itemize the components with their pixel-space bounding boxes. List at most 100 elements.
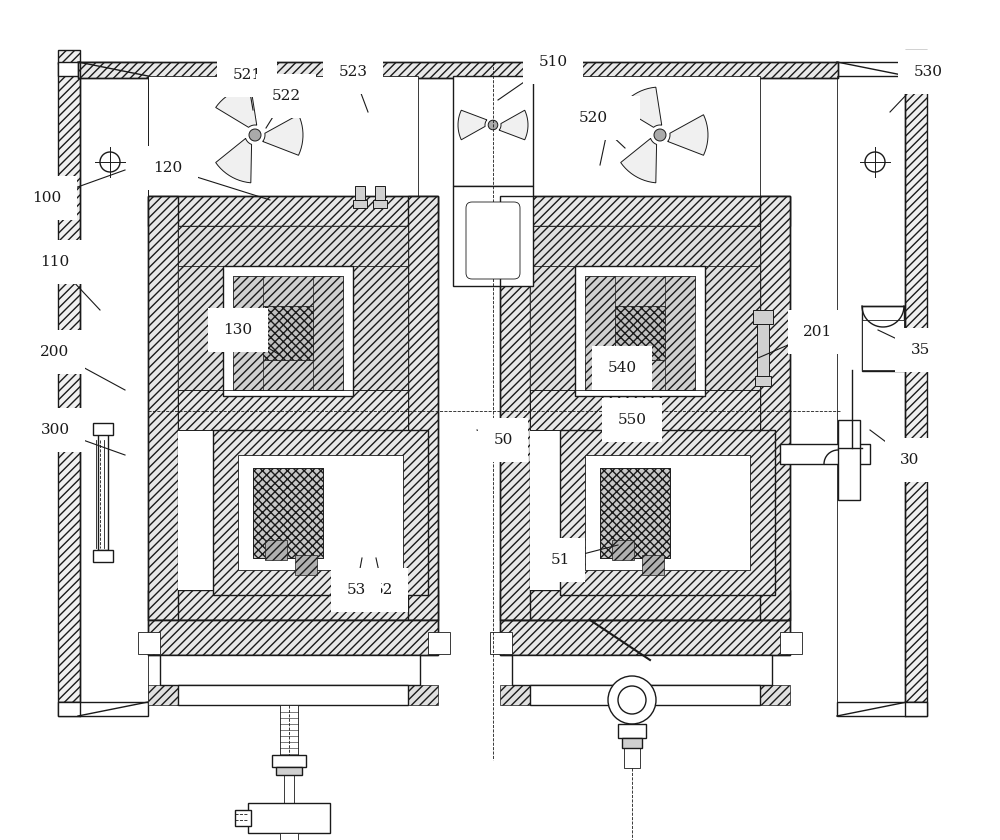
Bar xyxy=(837,62,927,76)
Bar xyxy=(233,276,263,390)
Bar xyxy=(862,320,904,370)
Bar xyxy=(148,620,438,655)
Bar xyxy=(233,360,343,390)
Text: 522: 522 xyxy=(271,89,301,103)
Bar xyxy=(58,50,80,64)
Bar xyxy=(213,430,428,595)
Bar xyxy=(760,196,790,620)
Bar xyxy=(600,468,670,558)
Polygon shape xyxy=(263,115,303,155)
Bar xyxy=(665,276,695,390)
Circle shape xyxy=(608,676,656,724)
Text: 523: 523 xyxy=(338,65,368,79)
Bar xyxy=(500,196,530,620)
Circle shape xyxy=(618,686,646,714)
Bar xyxy=(530,685,760,705)
Bar xyxy=(705,226,760,426)
Bar xyxy=(760,685,790,705)
Bar xyxy=(453,186,533,286)
Bar xyxy=(757,318,769,378)
Bar xyxy=(428,632,450,654)
Circle shape xyxy=(624,692,640,708)
Bar xyxy=(408,196,438,620)
Text: 520: 520 xyxy=(578,111,608,125)
Bar xyxy=(93,423,113,435)
Bar xyxy=(585,360,695,390)
Bar xyxy=(585,276,615,390)
Bar xyxy=(408,685,438,705)
Text: 301: 301 xyxy=(595,111,625,125)
Bar xyxy=(490,632,512,654)
Bar xyxy=(148,196,438,226)
Circle shape xyxy=(654,129,666,141)
Circle shape xyxy=(626,319,654,347)
Bar xyxy=(624,748,640,768)
Bar xyxy=(148,196,438,620)
Bar xyxy=(148,76,418,196)
Text: 100: 100 xyxy=(32,191,62,205)
Text: 52: 52 xyxy=(373,583,393,597)
Polygon shape xyxy=(612,540,634,560)
Bar xyxy=(276,767,302,775)
Bar xyxy=(178,390,408,430)
Bar xyxy=(233,276,343,306)
Polygon shape xyxy=(265,540,287,560)
Bar xyxy=(353,226,408,426)
Bar xyxy=(280,833,298,840)
Text: 300: 300 xyxy=(40,423,70,437)
Bar xyxy=(263,306,313,360)
Text: 51: 51 xyxy=(550,553,570,567)
Bar xyxy=(178,226,223,426)
Polygon shape xyxy=(458,110,487,139)
Polygon shape xyxy=(499,110,528,139)
Bar xyxy=(838,420,860,500)
Bar xyxy=(530,390,760,430)
Polygon shape xyxy=(216,139,252,183)
Polygon shape xyxy=(621,87,662,128)
Bar xyxy=(235,810,251,826)
Bar xyxy=(178,226,408,266)
Bar xyxy=(500,196,790,620)
Bar xyxy=(280,705,298,755)
Bar xyxy=(253,468,323,558)
Bar xyxy=(148,590,438,620)
Bar xyxy=(355,186,365,200)
Bar xyxy=(905,702,927,716)
Bar xyxy=(58,702,80,716)
Bar xyxy=(530,226,575,426)
Bar xyxy=(138,632,160,654)
Bar xyxy=(560,430,775,595)
Circle shape xyxy=(865,152,885,172)
Bar xyxy=(905,62,927,702)
Bar xyxy=(58,62,80,702)
Bar xyxy=(248,803,330,833)
Bar xyxy=(78,62,838,78)
Bar xyxy=(618,724,646,738)
Bar xyxy=(178,685,408,705)
Bar xyxy=(93,550,113,562)
Bar xyxy=(500,196,790,226)
Bar xyxy=(780,632,802,654)
Bar xyxy=(862,306,904,371)
FancyBboxPatch shape xyxy=(466,202,520,279)
Bar xyxy=(78,62,838,78)
Bar xyxy=(837,702,927,716)
Bar xyxy=(313,276,343,390)
Bar xyxy=(500,76,760,196)
Bar xyxy=(58,62,148,76)
Text: 540: 540 xyxy=(607,361,637,375)
Bar xyxy=(755,376,771,386)
Bar xyxy=(178,226,408,590)
Bar xyxy=(600,468,670,558)
Circle shape xyxy=(249,129,261,141)
Bar xyxy=(500,620,790,655)
Bar xyxy=(375,186,385,200)
Circle shape xyxy=(274,319,302,347)
Bar xyxy=(905,50,927,64)
Bar xyxy=(272,755,306,767)
Bar xyxy=(284,775,294,803)
Bar xyxy=(148,685,178,705)
Bar xyxy=(353,200,367,208)
Bar xyxy=(500,685,530,705)
Text: 200: 200 xyxy=(40,345,70,359)
